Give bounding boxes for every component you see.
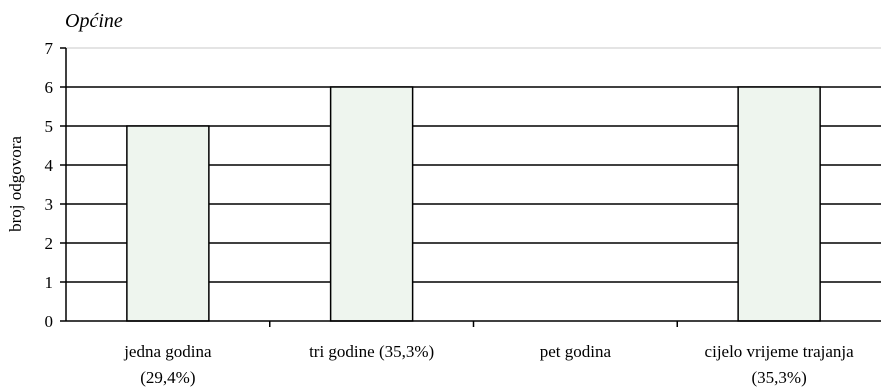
y-tick-label: 0 bbox=[45, 312, 54, 331]
y-tick-label: 5 bbox=[45, 117, 54, 136]
chart-title: Općine bbox=[65, 10, 123, 32]
y-tick-label: 6 bbox=[45, 78, 54, 97]
x-axis-labels: jedna godina (29,4%) tri godine (35,3%) pet… bbox=[123, 342, 854, 387]
y-tick-label: 3 bbox=[45, 195, 54, 214]
x-axis-ticks bbox=[269, 321, 678, 327]
bar bbox=[126, 125, 210, 322]
bar bbox=[737, 86, 821, 322]
y-tick-label: 7 bbox=[45, 39, 54, 58]
x-category-label: jedna godina (29,4%) bbox=[123, 342, 212, 387]
y-axis-label: broj odgovora bbox=[6, 136, 25, 232]
y-tick-label: 2 bbox=[45, 234, 54, 253]
y-tick-label: 4 bbox=[45, 156, 54, 175]
y-axis-ticks: 0 1 2 3 4 5 6 7 bbox=[45, 39, 66, 331]
x-category-label: tri godine (35,3%) bbox=[309, 342, 434, 361]
x-category-label: pet godina bbox=[540, 342, 612, 361]
x-category-label: cijelo vrijeme trajanja (35,3%) bbox=[705, 342, 855, 387]
y-tick-label: 1 bbox=[45, 273, 54, 292]
bar bbox=[329, 86, 414, 322]
